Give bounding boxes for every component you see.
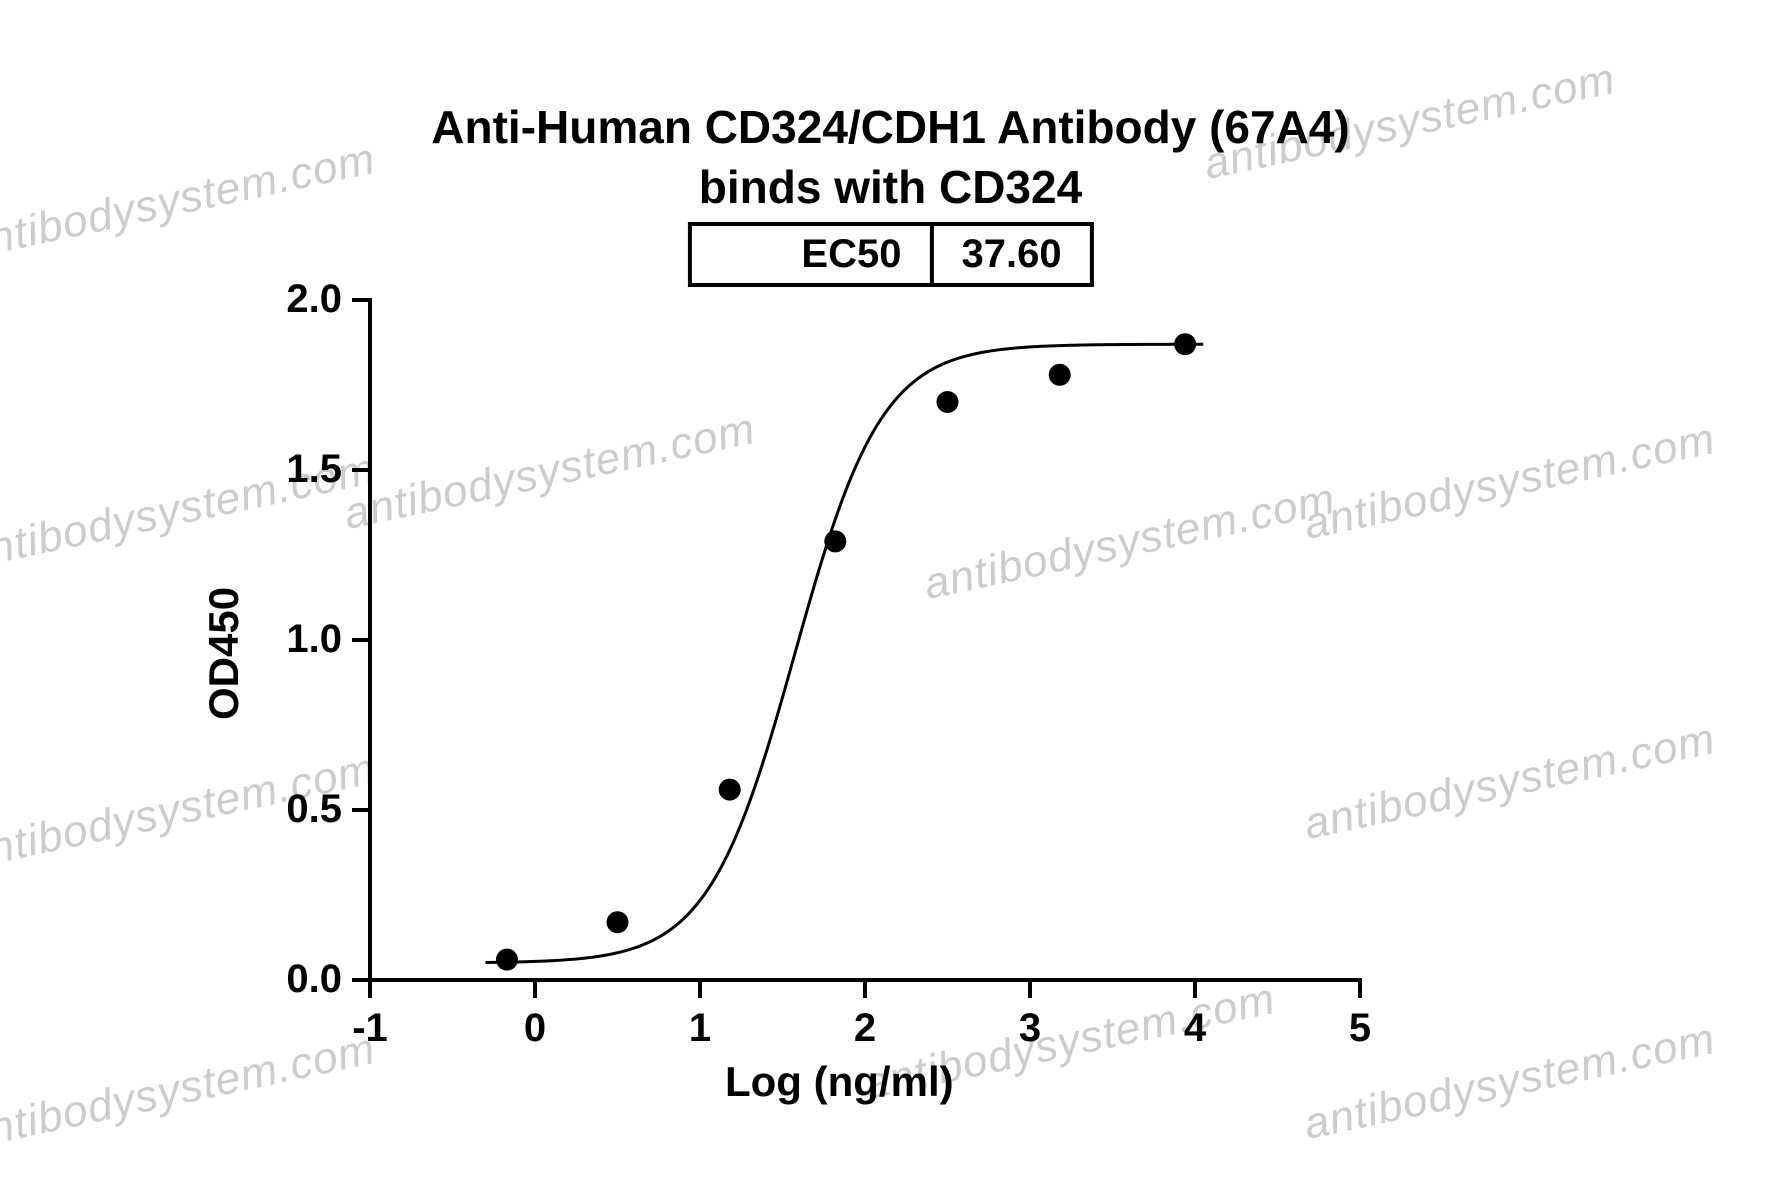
watermark-text: antibodysystem.com: [0, 1024, 380, 1160]
chart-title-line2: binds with CD324: [0, 160, 1781, 214]
y-tick-label: 1.0: [242, 617, 342, 662]
y-axis-label: OD450: [200, 587, 248, 720]
y-tick-label: 1.5: [242, 447, 342, 492]
chart-title-line1: Anti-Human CD324/CDH1 Antibody (67A4): [0, 100, 1781, 154]
y-tick-label: 0.5: [242, 787, 342, 832]
x-tick-label: 5: [1320, 1006, 1400, 1051]
x-tick-label: 0: [495, 1006, 575, 1051]
x-axis-label: Log (ng/ml): [725, 1058, 954, 1106]
x-tick-label: 4: [1155, 1006, 1235, 1051]
x-tick-label: -1: [330, 1006, 410, 1051]
x-tick-label: 1: [660, 1006, 740, 1051]
x-tick-label: 2: [825, 1006, 905, 1051]
y-tick-label: 0.0: [242, 957, 342, 1002]
x-tick-label: 3: [990, 1006, 1070, 1051]
chart-plot-area: [330, 260, 1400, 1020]
y-tick-label: 2.0: [242, 277, 342, 322]
